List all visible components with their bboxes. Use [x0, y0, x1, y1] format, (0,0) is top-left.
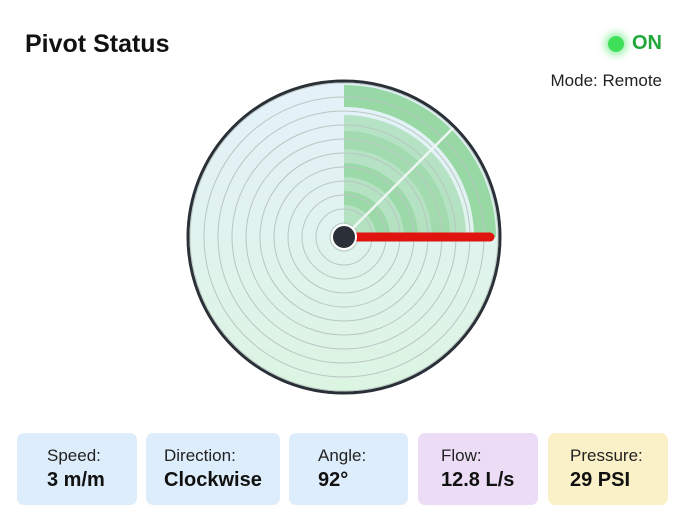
- field-ring: [189, 82, 499, 392]
- mode-label: Mode: Remote: [550, 71, 663, 90]
- pressure-card: Pressure: 29 PSI: [548, 433, 668, 505]
- direction-label: Direction:: [164, 446, 236, 465]
- speed-value: 3 m/m: [47, 469, 105, 491]
- angle-value: 92°: [318, 469, 349, 491]
- direction-card: Direction: Clockwise: [146, 433, 280, 505]
- speed-card: Speed: 3 m/m: [17, 433, 137, 505]
- status-label: ON: [632, 32, 662, 54]
- angle-label: Angle:: [318, 446, 367, 465]
- pressure-label: Pressure:: [570, 446, 643, 465]
- power-status: ON: [608, 32, 662, 55]
- flow-value: 12.8 L/s: [441, 469, 515, 491]
- watered-sector: [344, 85, 496, 237]
- watered-sector: [344, 131, 450, 237]
- speed-label: Speed:: [47, 446, 101, 465]
- status-indicator-icon: [608, 35, 624, 52]
- pressure-value: 29 PSI: [570, 469, 631, 491]
- flow-label: Flow:: [441, 446, 482, 465]
- angle-card: Angle: 92°: [289, 433, 408, 505]
- sector-divider-line: [343, 127, 454, 238]
- flow-card: Flow: 12.8 L/s: [418, 433, 538, 505]
- pivot-center-icon: [331, 224, 357, 250]
- page-title: Pivot Status: [25, 30, 170, 58]
- direction-value: Clockwise: [164, 469, 262, 491]
